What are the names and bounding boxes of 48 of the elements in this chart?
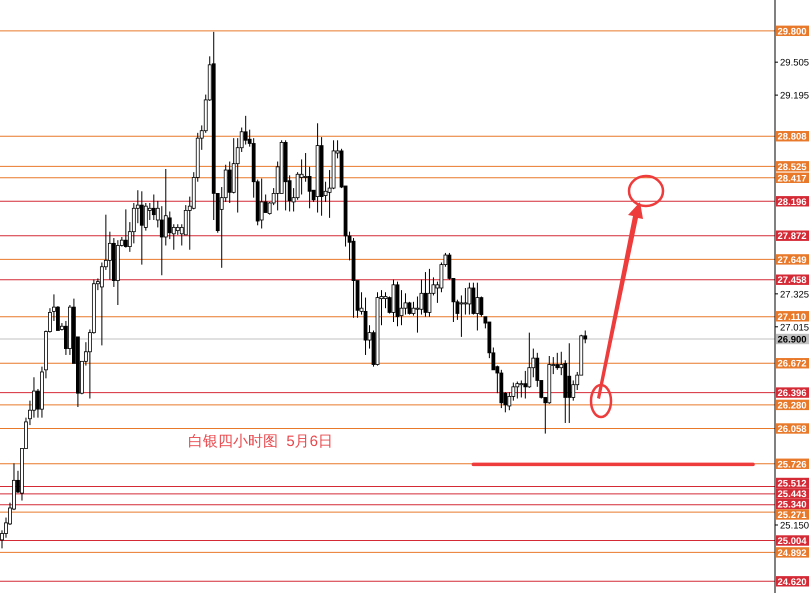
y-tick-label: 27.015	[780, 322, 809, 334]
ref-line-label: 27.110	[778, 312, 806, 323]
candlestick	[467, 282, 472, 316]
ref-line-label: 26.396	[778, 388, 807, 400]
candlestick	[260, 178, 264, 229]
ref-line-label: 29.800	[778, 26, 807, 38]
ref-line-label: 25.443	[778, 488, 807, 500]
candlestick	[416, 296, 420, 334]
ref-line-label: 25.004	[778, 536, 808, 547]
candlestick	[152, 194, 156, 220]
candlestick	[168, 210, 172, 240]
candlestick	[460, 294, 464, 338]
candlestick	[244, 115, 248, 146]
ref-line-label: 28.525	[778, 162, 808, 173]
candlestick	[464, 288, 468, 316]
ref-line-label: 26.058	[778, 424, 807, 435]
y-tick-label: 27.325	[780, 289, 809, 300]
ref-line-label: 25.271	[778, 510, 808, 521]
candlestick	[515, 381, 520, 400]
y-tick-label: 29.195	[780, 90, 809, 102]
candlestick	[228, 161, 232, 204]
candlestick	[124, 208, 128, 248]
ref-line-label: 27.458	[778, 275, 807, 286]
candlestick	[523, 370, 528, 400]
ref-line-label: 28.417	[778, 173, 807, 184]
candlestick	[176, 224, 180, 236]
ref-line-label: 25.340	[778, 499, 807, 510]
ref-line-label: 27.872	[778, 231, 807, 242]
ref-line-label: 26.280	[778, 400, 807, 412]
candlestick	[428, 268, 432, 318]
ref-line-label: 27.649	[778, 254, 807, 266]
annotation: 白银四小时图 5月6日	[188, 433, 334, 450]
ref-line-label: 24.620	[778, 576, 807, 588]
candlestick	[567, 342, 572, 424]
ref-line-label: 26.672	[778, 358, 807, 370]
ref-line-label: 25.726	[778, 459, 807, 470]
candlestick	[424, 272, 428, 318]
ref-line-label: 24.892	[778, 548, 807, 559]
ref-line-label: 28.196	[778, 196, 807, 208]
candlestick	[519, 380, 524, 398]
candlestick	[140, 190, 144, 266]
candlestick	[555, 352, 560, 370]
ref-line-label: 25.512	[778, 478, 807, 490]
ref-line-label: 26.900	[778, 334, 807, 346]
candlestick	[475, 282, 480, 332]
y-tick-label: 25.150	[780, 520, 809, 532]
y-tick-label: 29.505	[780, 58, 809, 69]
ref-line-label: 28.808	[778, 132, 807, 143]
